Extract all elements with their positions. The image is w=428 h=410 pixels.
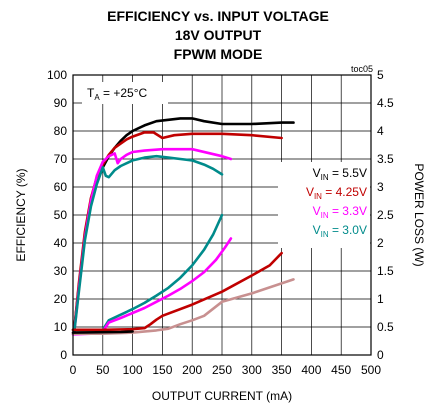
- chart-title-line-2: 18V OUTPUT: [175, 27, 262, 43]
- x-axis-label: OUTPUT CURRENT (mA): [152, 389, 292, 403]
- x-tick-label: 200: [182, 363, 202, 377]
- y-tick-label: 40: [54, 236, 68, 250]
- y2-tick-label: 3: [377, 180, 384, 194]
- chart-title-line-3: FPWM MODE: [174, 46, 263, 62]
- legend-background: [278, 162, 370, 248]
- x-tick-label: 450: [331, 363, 351, 377]
- legend-entry: VIN = 5.5V: [313, 166, 367, 182]
- y-tick-label: 90: [54, 96, 68, 110]
- y2-tick-label: 5: [377, 68, 384, 82]
- y2-tick-label: 2.5: [377, 208, 394, 222]
- y2-tick-label: 4.5: [377, 96, 394, 110]
- power-loss-curve: [71, 330, 134, 334]
- x-tick-label: 300: [242, 363, 262, 377]
- x-tick-label: 400: [301, 363, 321, 377]
- efficiency-curve: [72, 131, 283, 332]
- y-axis-label: EFFICIENCY (%): [14, 168, 28, 261]
- x-tick-label: 100: [123, 363, 143, 377]
- tick-labels: 0 50 100 150 200 250 300 350 400 450 5000102030405…: [47, 68, 394, 377]
- legend-entry: VIN = 4.25V: [306, 185, 367, 201]
- y2-axis-label: POWER LOSS (W): [412, 163, 426, 266]
- power-loss-curve: [71, 251, 283, 332]
- x-tick-label: 250: [212, 363, 232, 377]
- data-curves: [71, 117, 295, 336]
- x-tick-label: 0: [70, 363, 77, 377]
- y2-tick-label: 4: [377, 124, 384, 138]
- y-tick-label: 30: [54, 264, 68, 278]
- y2-tick-label: 0: [377, 348, 384, 362]
- chart-title-line-1: EFFICIENCY vs. INPUT VOLTAGE: [107, 8, 329, 24]
- annotation-background: [82, 82, 168, 104]
- x-tick-label: 350: [272, 363, 292, 377]
- power-loss-curve: [71, 237, 233, 336]
- y2-tick-label: 2: [377, 236, 384, 250]
- temperature-annotation: TA = +25°C: [87, 86, 148, 102]
- plot-frame: [72, 74, 372, 356]
- y2-tick-label: 1: [377, 292, 384, 306]
- y2-tick-label: 0.5: [377, 320, 394, 334]
- y-tick-label: 80: [54, 124, 68, 138]
- figure-id: toc05: [351, 64, 373, 74]
- y-tick-label: 70: [54, 152, 68, 166]
- legend-entry: VIN = 3.0V: [313, 223, 367, 239]
- legend-entry: VIN = 3.3V: [313, 204, 367, 220]
- x-tick-label: 150: [152, 363, 172, 377]
- y-tick-label: 50: [54, 208, 68, 222]
- y-tick-label: 60: [54, 180, 68, 194]
- efficiency-curve: [72, 154, 224, 334]
- y2-tick-label: 3.5: [377, 152, 394, 166]
- y-tick-label: 20: [54, 292, 68, 306]
- x-tick-label: 50: [96, 363, 110, 377]
- x-tick-label: 500: [361, 363, 381, 377]
- legend: VIN = 5.5V VIN = 4.25V VIN = 3.3V VIN = 3.0…: [278, 162, 370, 248]
- power-loss-curve: [71, 213, 224, 332]
- y-tick-label: 10: [54, 320, 68, 334]
- y-tick-label: 100: [47, 68, 67, 82]
- y-tick-label: 0: [60, 348, 67, 362]
- y2-tick-label: 1.5: [377, 264, 394, 278]
